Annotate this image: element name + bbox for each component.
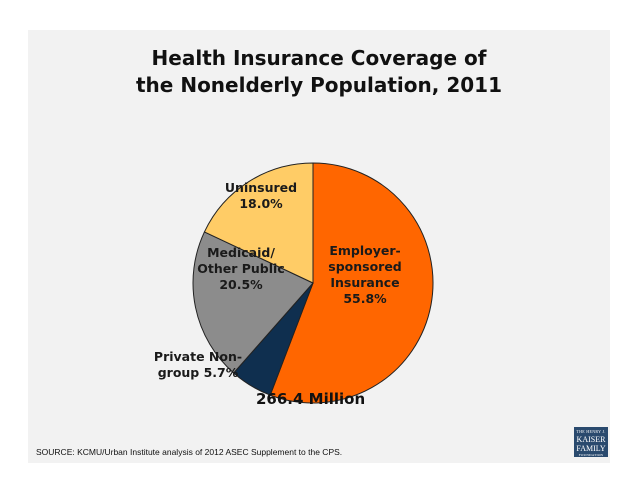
slice-label-employer-sponsored-insurance: Employer-sponsored Insurance 55.8% xyxy=(328,243,402,306)
source-note: SOURCE: KCMU/Urban Institute analysis of… xyxy=(36,447,343,457)
chart-title-line-1: Health Insurance Coverage of xyxy=(151,46,487,70)
pie-slice-employer-sponsored-insurance xyxy=(269,162,434,404)
chart-title-line-2: the Nonelderly Population, 2011 xyxy=(136,73,502,97)
slice-label-uninsured: Uninsured 18.0% xyxy=(225,180,297,211)
chart-title: Health Insurance Coverage of the Nonelde… xyxy=(28,45,610,99)
slide-panel: Health Insurance Coverage of the Nonelde… xyxy=(28,30,610,463)
total-label: 266.4 Million xyxy=(256,390,366,408)
pie-slice-medicaid-other-public xyxy=(192,231,314,374)
logo-line-3: FOUNDATION xyxy=(578,453,604,457)
logo-line-2b: FAMILY xyxy=(576,444,606,453)
logo-line-1: THE HENRY J. xyxy=(576,429,606,434)
pie-chart: Employer-sponsored Insurance 55.8% Private … xyxy=(154,162,434,404)
slice-label-private-non-group: Private Non-group 5.7% xyxy=(154,349,242,380)
kaiser-logo: THE HENRY J. KAISER FAMILY FOUNDATION xyxy=(574,427,608,457)
slice-label-medicaid-other-public: Medicaid/Other Public 20.5% xyxy=(197,245,284,292)
pie-slice-uninsured xyxy=(203,162,314,284)
logo-line-2a: KAISER xyxy=(576,435,606,444)
